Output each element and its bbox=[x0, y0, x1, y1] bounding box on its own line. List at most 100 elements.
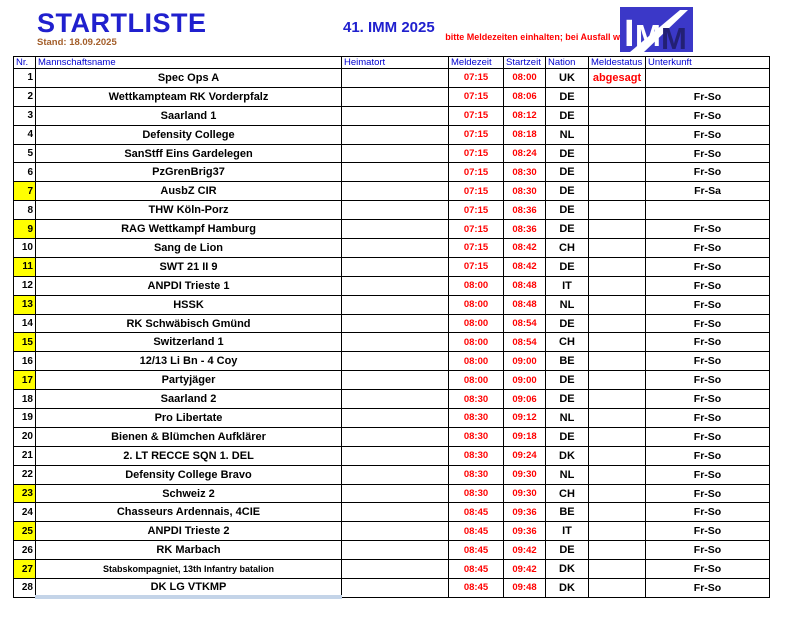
nation-cell: DE bbox=[545, 181, 589, 202]
unterkunft-cell: Fr-So bbox=[645, 294, 770, 315]
team-name-cell: Switzerland 1 bbox=[35, 332, 342, 353]
meldezeit-cell: 08:45 bbox=[448, 578, 504, 598]
table-row: 5 SanStff Eins Gardelegen 07:15 08:24 DE… bbox=[13, 143, 770, 164]
meldestatus-cell bbox=[588, 426, 646, 447]
meldezeit-cell: 07:15 bbox=[448, 86, 504, 107]
heimatort-cell bbox=[341, 332, 449, 353]
meldezeit-cell: 07:15 bbox=[448, 143, 504, 164]
team-name-cell: AusbZ CIR bbox=[35, 181, 342, 202]
nation-cell: BE bbox=[545, 502, 589, 523]
startzeit-cell: 08:54 bbox=[503, 313, 546, 334]
team-name-cell: DK LG VTKMP bbox=[35, 578, 342, 600]
deadline-notice: bitte Meldezeiten einhalten; bei Ausfall… bbox=[445, 32, 620, 42]
meldezeit-cell: 07:15 bbox=[448, 162, 504, 183]
row-number-cell: 25 bbox=[13, 521, 36, 542]
startlist-table: Nr. Mannschaftsname Heimatort Meldezeit … bbox=[13, 56, 770, 600]
team-name-cell: PzGrenBrig37 bbox=[35, 162, 342, 183]
table-row: 20 Bienen & Blümchen Aufklärer 08:30 09:… bbox=[13, 426, 770, 447]
meldestatus-cell bbox=[588, 313, 646, 334]
nation-cell: DK bbox=[545, 578, 589, 598]
meldezeit-cell: 08:30 bbox=[448, 464, 504, 485]
startzeit-cell: 09:42 bbox=[503, 540, 546, 561]
table-row: 24 Chasseurs Ardennais, 4CIE 08:45 09:36… bbox=[13, 502, 770, 523]
row-number-cell: 3 bbox=[13, 105, 36, 126]
row-number-cell: 22 bbox=[13, 464, 36, 485]
nation-cell: CH bbox=[545, 238, 589, 258]
col-header-nation: Nation bbox=[545, 56, 589, 69]
meldezeit-cell: 08:30 bbox=[448, 408, 504, 428]
unterkunft-cell: Fr-So bbox=[645, 256, 770, 277]
unterkunft-cell: Fr-So bbox=[645, 389, 770, 410]
meldestatus-cell bbox=[588, 408, 646, 428]
startzeit-cell: 08:06 bbox=[503, 86, 546, 107]
row-number-cell: 9 bbox=[13, 219, 36, 240]
nation-cell: DE bbox=[545, 389, 589, 410]
table-row: 15 Switzerland 1 08:00 08:54 CH Fr-So bbox=[13, 332, 770, 353]
nation-cell: NL bbox=[545, 464, 589, 485]
startzeit-cell: 09:48 bbox=[503, 578, 546, 598]
meldestatus-cell bbox=[588, 256, 646, 277]
team-name-cell: HSSK bbox=[35, 294, 342, 315]
table-row: 17 Partyjäger 08:00 09:00 DE Fr-So bbox=[13, 370, 770, 391]
team-name-cell: Wettkampteam RK Vorderpfalz bbox=[35, 86, 342, 107]
team-name-cell: Sang de Lion bbox=[35, 238, 342, 258]
startzeit-cell: 08:48 bbox=[503, 275, 546, 296]
row-number-cell: 18 bbox=[13, 389, 36, 410]
table-row: 9 RAG Wettkampf Hamburg 07:15 08:36 DE F… bbox=[13, 219, 770, 240]
table-row: 14 RK Schwäbisch Gmünd 08:00 08:54 DE Fr… bbox=[13, 313, 770, 334]
meldestatus-cell bbox=[588, 389, 646, 410]
unterkunft-cell: Fr-So bbox=[645, 502, 770, 523]
table-row: 28 DK LG VTKMP 08:45 09:48 DK Fr-So bbox=[13, 578, 770, 600]
team-name-cell: SWT 21 II 9 bbox=[35, 256, 342, 277]
table-row: 18 Saarland 2 08:30 09:06 DE Fr-So bbox=[13, 389, 770, 410]
startzeit-cell: 08:24 bbox=[503, 143, 546, 164]
startzeit-cell: 09:00 bbox=[503, 370, 546, 391]
col-header-meldestatus: Meldestatus bbox=[588, 56, 646, 69]
row-number-cell: 4 bbox=[13, 124, 36, 145]
heimatort-cell bbox=[341, 559, 449, 580]
startzeit-cell: 09:36 bbox=[503, 521, 546, 542]
startzeit-cell: 08:42 bbox=[503, 256, 546, 277]
page-title: STARTLISTE bbox=[37, 8, 207, 38]
unterkunft-cell bbox=[645, 200, 770, 221]
team-name-cell: Stabskompagniet, 13th Infantry batalion bbox=[35, 559, 342, 580]
unterkunft-cell: Fr-So bbox=[645, 540, 770, 561]
table-row: 12 ANPDI Trieste 1 08:00 08:48 IT Fr-So bbox=[13, 275, 770, 296]
team-name-cell: Defensity College bbox=[35, 124, 342, 145]
meldestatus-cell bbox=[588, 483, 646, 504]
unterkunft-cell: Fr-So bbox=[645, 370, 770, 391]
team-name-cell: Pro Libertate bbox=[35, 408, 342, 428]
heimatort-cell bbox=[341, 162, 449, 183]
meldezeit-cell: 07:15 bbox=[448, 105, 504, 126]
nation-cell: DE bbox=[545, 143, 589, 164]
row-number-cell: 28 bbox=[13, 578, 36, 598]
meldestatus-cell bbox=[588, 105, 646, 126]
team-name-cell: Chasseurs Ardennais, 4CIE bbox=[35, 502, 342, 523]
unterkunft-cell bbox=[645, 68, 770, 88]
team-name-cell: ANPDI Trieste 1 bbox=[35, 275, 342, 296]
unterkunft-cell: Fr-So bbox=[645, 351, 770, 372]
heimatort-cell bbox=[341, 181, 449, 202]
nation-cell: DE bbox=[545, 256, 589, 277]
meldezeit-cell: 07:15 bbox=[448, 238, 504, 258]
unterkunft-cell: Fr-So bbox=[645, 143, 770, 164]
meldestatus-cell bbox=[588, 464, 646, 485]
nation-cell: DE bbox=[545, 540, 589, 561]
heimatort-cell bbox=[341, 464, 449, 485]
event-title: 41. IMM 2025 bbox=[343, 19, 435, 36]
meldestatus-cell bbox=[588, 445, 646, 466]
heimatort-cell bbox=[341, 426, 449, 447]
team-name-cell: 12/13 Li Bn - 4 Coy bbox=[35, 351, 342, 372]
unterkunft-cell: Fr-So bbox=[645, 86, 770, 107]
team-name-cell: RK Marbach bbox=[35, 540, 342, 561]
meldestatus-cell bbox=[588, 143, 646, 164]
unterkunft-cell: Fr-So bbox=[645, 445, 770, 466]
startzeit-cell: 08:00 bbox=[503, 68, 546, 88]
col-header-unterkunft: Unterkunft bbox=[645, 56, 770, 69]
table-row: 25 ANPDI Trieste 2 08:45 09:36 IT Fr-So bbox=[13, 521, 770, 542]
unterkunft-cell: Fr-So bbox=[645, 313, 770, 334]
startzeit-cell: 09:42 bbox=[503, 559, 546, 580]
table-row: 11 SWT 21 II 9 07:15 08:42 DE Fr-So bbox=[13, 256, 770, 277]
imm-logo-letter-m1: M bbox=[635, 18, 661, 52]
meldezeit-cell: 07:15 bbox=[448, 256, 504, 277]
